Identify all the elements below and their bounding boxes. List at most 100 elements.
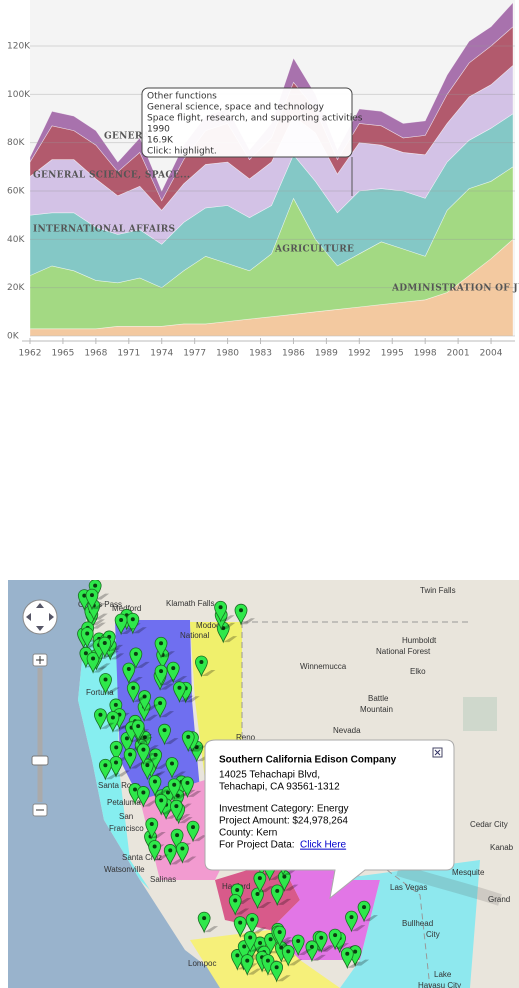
marker-shadow <box>347 961 362 968</box>
place-label: Santa Cruz <box>122 853 162 862</box>
map-marker[interactable] <box>228 894 242 916</box>
marker-dot <box>93 583 98 588</box>
map-marker[interactable] <box>170 828 184 851</box>
map-marker[interactable] <box>140 758 154 781</box>
map-marker[interactable] <box>270 960 284 983</box>
marker-dot <box>245 958 250 963</box>
x-tick-label: 1998 <box>414 349 437 359</box>
marker-shadow <box>96 663 111 670</box>
map-marker[interactable] <box>158 723 171 746</box>
map-marker[interactable] <box>80 627 94 649</box>
map-marker[interactable] <box>126 681 140 704</box>
map-marker[interactable] <box>126 612 140 635</box>
pan-control[interactable] <box>22 599 58 635</box>
map-marker[interactable] <box>291 934 305 957</box>
marker-shadow <box>154 789 169 796</box>
map-marker[interactable] <box>167 778 181 800</box>
marker-dot <box>85 631 90 636</box>
popup-link[interactable]: Click Here <box>300 840 347 851</box>
map-marker[interactable] <box>109 756 123 778</box>
marker-dot <box>248 935 253 940</box>
map-marker[interactable] <box>251 887 264 910</box>
plus-icon <box>36 656 44 664</box>
map-marker[interactable] <box>169 799 183 822</box>
map-marker[interactable] <box>234 603 248 626</box>
map-marker[interactable] <box>181 730 195 753</box>
marker-shadow <box>311 954 326 961</box>
map-marker[interactable] <box>123 748 137 770</box>
map-marker[interactable] <box>154 664 168 687</box>
map-marker[interactable] <box>86 652 100 674</box>
map-marker[interactable] <box>94 708 107 731</box>
map-marker[interactable] <box>240 954 254 976</box>
map-controls[interactable] <box>22 599 58 817</box>
tooltip-box <box>141 87 353 158</box>
map-marker[interactable] <box>340 947 354 970</box>
map-marker[interactable] <box>195 655 208 678</box>
map-marker[interactable] <box>148 775 162 797</box>
place-label: Reno <box>236 733 256 742</box>
marker-dot <box>130 617 135 622</box>
state-border <box>241 621 470 988</box>
map-marker[interactable] <box>98 636 112 659</box>
map-marker[interactable] <box>273 925 287 948</box>
marker-dot <box>174 804 179 809</box>
map-marker[interactable] <box>137 743 150 765</box>
map-marker[interactable] <box>181 776 194 799</box>
marker-dot <box>218 605 223 610</box>
map-marker[interactable] <box>270 884 284 907</box>
map-marker[interactable] <box>345 910 358 933</box>
marker-shadow <box>187 790 202 797</box>
series-label: GENERAL SCIENCE, SPACE... <box>33 171 190 181</box>
map-marker[interactable] <box>328 928 342 951</box>
map-marker[interactable] <box>98 758 112 781</box>
map-marker[interactable] <box>253 871 267 894</box>
marker-shadow <box>109 644 124 651</box>
map-marker[interactable] <box>166 661 180 684</box>
marker-dot <box>159 798 164 803</box>
zoom-thumb[interactable] <box>31 755 49 766</box>
marker-shadow <box>321 945 336 952</box>
map-marker[interactable] <box>173 681 186 704</box>
map-marker[interactable] <box>165 757 179 779</box>
map-marker[interactable] <box>114 613 128 636</box>
map-marker[interactable] <box>245 913 259 935</box>
map-marker[interactable] <box>131 719 145 742</box>
map-marker[interactable] <box>136 786 150 808</box>
map-marker[interactable] <box>281 945 295 967</box>
map-marker[interactable] <box>109 740 123 763</box>
map-marker[interactable] <box>138 690 151 712</box>
map-marker[interactable] <box>129 647 143 670</box>
map-marker[interactable] <box>305 940 319 963</box>
map-marker[interactable] <box>197 911 211 934</box>
place-label: Twin Falls <box>420 586 456 595</box>
map-marker[interactable] <box>163 844 177 866</box>
map-marker[interactable] <box>233 916 247 938</box>
map-marker[interactable] <box>153 696 167 719</box>
popup-text: County: Kern <box>219 828 277 839</box>
map-marker[interactable] <box>145 817 159 840</box>
map-marker[interactable] <box>122 662 136 685</box>
marker-shadow <box>161 651 176 658</box>
map-marker[interactable] <box>154 793 168 816</box>
x-tick-label: 1968 <box>84 349 107 359</box>
map-marker[interactable] <box>106 711 120 733</box>
map-marker[interactable] <box>214 600 228 623</box>
marker-dot <box>165 790 170 795</box>
region <box>330 860 480 988</box>
map-marker[interactable] <box>85 588 99 611</box>
map-marker[interactable] <box>154 636 168 659</box>
marker-dot <box>83 651 88 656</box>
map-marker[interactable] <box>175 842 189 864</box>
marker-shadow <box>250 945 265 952</box>
marker-shadow <box>192 745 207 752</box>
map-marker[interactable] <box>148 840 162 862</box>
map-marker[interactable] <box>99 673 112 695</box>
marker-dot <box>296 939 301 944</box>
map-marker[interactable] <box>357 900 371 923</box>
map-marker[interactable] <box>186 820 200 843</box>
marker-dot <box>102 641 107 646</box>
marker-shadow <box>277 898 292 905</box>
map-marker[interactable] <box>243 931 257 953</box>
